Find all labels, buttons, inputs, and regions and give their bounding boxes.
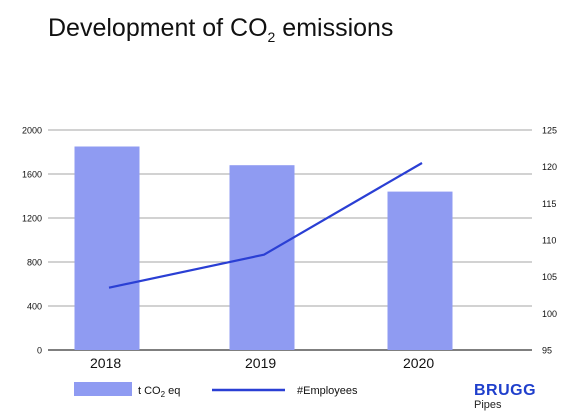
chart-title: Development of CO2 emissions bbox=[48, 14, 394, 45]
left-axis-tick-label: 800 bbox=[27, 258, 42, 268]
right-axis-tick-label: 125 bbox=[542, 126, 557, 136]
brugg-pipes-logo: BRUGG Pipes bbox=[474, 382, 537, 411]
emissions-bar bbox=[229, 165, 295, 350]
emissions-bar bbox=[74, 146, 140, 350]
x-axis-tick-label: 2018 bbox=[90, 355, 121, 371]
x-axis-tick-label: 2019 bbox=[245, 355, 276, 371]
right-axis-tick-label: 100 bbox=[542, 309, 557, 319]
right-axis-tick-label: 115 bbox=[542, 199, 556, 209]
employees-line bbox=[108, 162, 423, 289]
left-axis-tick-label: 2000 bbox=[22, 126, 42, 136]
left-axis-tick-labels: 0 400 800 1200 1600 2000 bbox=[22, 126, 42, 356]
employees-line-series bbox=[108, 162, 423, 289]
legend-swatch-emissions bbox=[74, 382, 132, 396]
left-axis-tick-label: 400 bbox=[27, 302, 42, 312]
bars bbox=[74, 146, 453, 350]
right-axis-tick-label: 120 bbox=[542, 162, 557, 172]
emissions-bar bbox=[387, 191, 453, 350]
right-axis-tick-labels: 95 100 105 110 115 120 125 bbox=[542, 126, 557, 356]
x-axis-tick-labels: 2018 2019 2020 bbox=[90, 355, 434, 371]
left-axis-tick-label: 1200 bbox=[22, 214, 42, 224]
legend: t CO2 eq #Employees bbox=[74, 382, 358, 399]
right-axis-tick-label: 105 bbox=[542, 272, 557, 282]
legend-label-employees: #Employees bbox=[297, 385, 358, 397]
left-axis-tick-label: 1600 bbox=[22, 170, 42, 180]
right-axis-tick-label: 110 bbox=[542, 236, 556, 246]
left-axis-tick-label: 0 bbox=[37, 346, 42, 356]
x-axis-tick-label: 2020 bbox=[403, 355, 434, 371]
right-axis-tick-label: 95 bbox=[542, 346, 552, 356]
legend-label-emissions: t CO2 eq bbox=[138, 385, 180, 399]
